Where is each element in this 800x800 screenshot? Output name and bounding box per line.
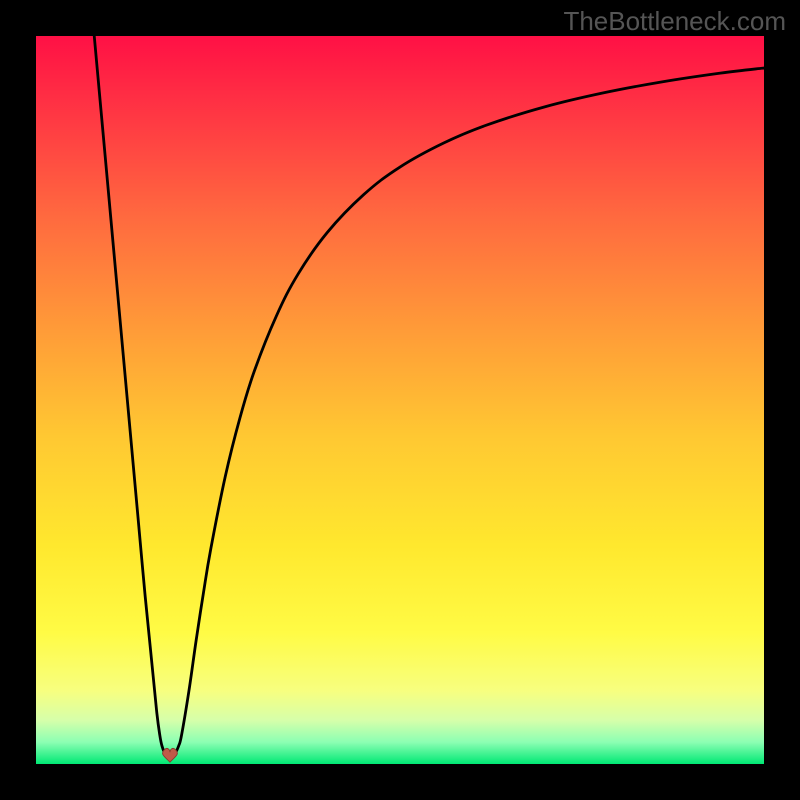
watermark-text: TheBottleneck.com (563, 6, 786, 37)
gradient-plot-area (36, 36, 764, 764)
chart-container: { "watermark": { "text": "TheBottleneck.… (0, 0, 800, 800)
